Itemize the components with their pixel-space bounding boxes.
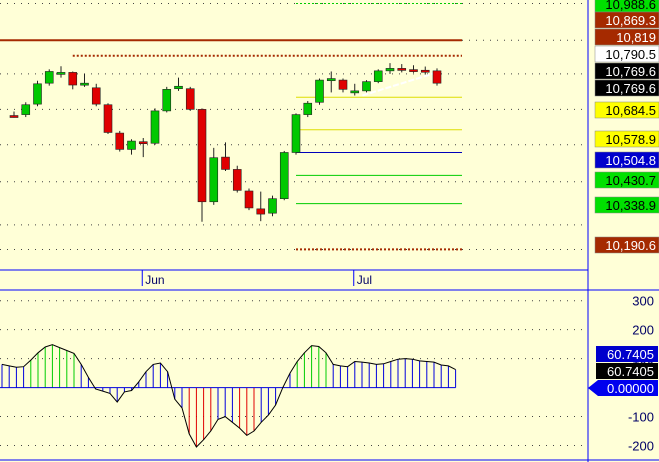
price-tag-label: 10,988.6: [605, 0, 656, 12]
candle-body: [115, 132, 125, 150]
price-tag: [594, 79, 659, 97]
price-tag-label: 10,769.6: [605, 81, 656, 96]
price-tag-label: 10,819: [616, 30, 656, 45]
oscillator-value-tag: [588, 380, 658, 396]
price-tag: [594, 101, 659, 119]
x-tick-label: Jun: [145, 273, 164, 287]
candle-body: [268, 198, 277, 214]
candle-body: [103, 104, 113, 133]
candle-body: [326, 78, 336, 82]
candle-body: [409, 69, 418, 72]
price-tag-label: 10,578.9: [605, 132, 656, 147]
price-tag: [594, 11, 659, 29]
candle-body: [338, 79, 348, 90]
price-tag-label: 10,684.5: [605, 103, 656, 118]
candle-body: [138, 141, 148, 145]
x-tick-label: Jul: [357, 273, 372, 287]
candle-body: [127, 140, 136, 150]
candle-body: [91, 87, 101, 105]
candle-body: [315, 79, 324, 103]
candle-body: [279, 152, 289, 199]
oscillator-line: [1, 344, 456, 448]
candle-body: [33, 83, 42, 105]
price-tag-label: 10,190.6: [605, 238, 656, 253]
price-tag-label: 10,430.7: [605, 173, 656, 188]
candle-body: [68, 72, 78, 86]
candle-body: [80, 82, 89, 86]
oscillator-value-label: 0.00000: [607, 381, 654, 396]
price-tag: [594, 62, 659, 80]
candle-body: [174, 85, 183, 90]
candle-body: [385, 68, 395, 72]
candle-body: [244, 190, 254, 209]
candle-body: [256, 208, 266, 215]
trendline: [362, 71, 438, 97]
oscillator-tick-label: 300: [632, 294, 654, 309]
oscillator-tick-label: 200: [632, 323, 654, 338]
price-tag: [594, 236, 659, 254]
price-tag-label: 10,790.5: [605, 47, 656, 62]
oscillator-value-tag: [596, 363, 658, 379]
candle-body: [197, 109, 207, 203]
price-tag-label: 10,769.6: [605, 64, 656, 79]
candle-body: [362, 81, 371, 92]
price-tag: [594, 196, 659, 214]
candle-body: [44, 71, 54, 84]
candle-body: [232, 169, 242, 191]
price-tag: [594, 45, 659, 63]
price-tag-label: 10,338.9: [605, 198, 656, 213]
candle-body: [397, 68, 407, 71]
candle-body: [56, 72, 66, 75]
candle-body: [303, 102, 313, 115]
candle-body: [373, 70, 383, 82]
candles: [9, 63, 442, 222]
price-tag: [594, 28, 659, 46]
price-tag: [594, 130, 659, 148]
price-tag-label: 10,504.8: [605, 153, 656, 168]
candle-body: [185, 88, 195, 110]
oscillator-value-label: 60.7405: [607, 347, 654, 362]
price-tag: [594, 171, 659, 189]
oscillator-tick-label: -100: [628, 410, 654, 425]
oscillator-value-tag: [596, 346, 658, 362]
candle-body: [150, 110, 160, 144]
oscillator: [0, 344, 457, 448]
candle-body: [221, 156, 230, 170]
candle-body: [420, 69, 430, 73]
oscillator-tick-label: -200: [628, 439, 654, 454]
price-tag: [594, 151, 659, 169]
candle-body: [162, 89, 172, 112]
candle-body: [291, 114, 301, 153]
candle-body: [21, 104, 31, 115]
candle-body: [9, 115, 19, 118]
candle-body: [209, 157, 219, 203]
level-lines: [0, 3, 462, 251]
price-tag-label: 10,869.3: [605, 13, 656, 28]
oscillator-value-label: 60.7405: [607, 364, 654, 379]
candle-body: [350, 90, 360, 94]
price-tags: 10,988.610,869.3 10,819 10,790.5 10,769.6 10…: [588, 0, 659, 396]
candle-body: [432, 70, 442, 84]
